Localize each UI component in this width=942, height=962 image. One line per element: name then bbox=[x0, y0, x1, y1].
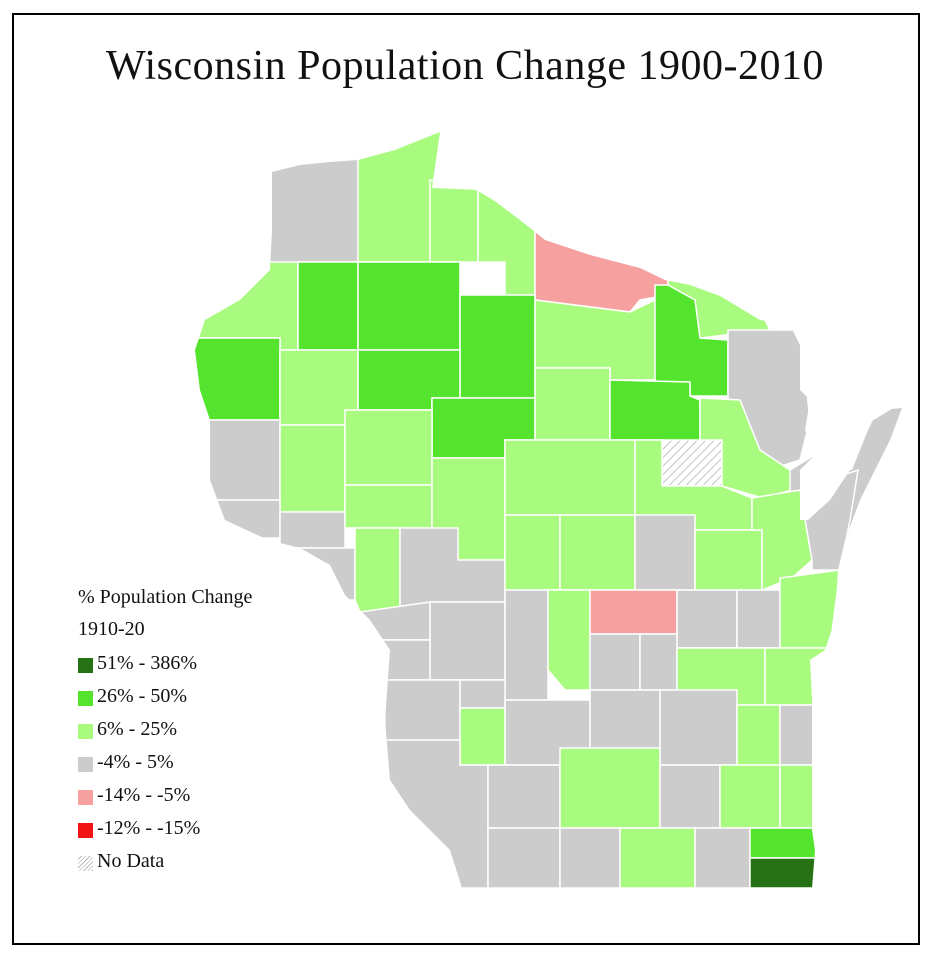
county-lafayette bbox=[487, 827, 561, 888]
county-dane bbox=[559, 747, 661, 829]
county-vernon bbox=[377, 639, 431, 681]
county-washburn bbox=[297, 261, 359, 351]
legend-label: -4% - 5% bbox=[97, 751, 174, 773]
legend-label: -14% - -5% bbox=[97, 784, 191, 806]
legend-label: 51% - 386% bbox=[97, 652, 197, 674]
county-vilas bbox=[534, 223, 669, 313]
green-bay-water bbox=[800, 440, 850, 520]
county-layer bbox=[195, 132, 902, 888]
legend-swatch bbox=[78, 790, 93, 805]
county-dodge bbox=[659, 689, 738, 766]
county-menominee bbox=[661, 439, 723, 487]
county-polk bbox=[195, 337, 281, 421]
county-chippewa bbox=[344, 409, 433, 486]
county-monroe bbox=[429, 601, 506, 681]
county-racine bbox=[749, 827, 821, 859]
legend-heading: % Population Change bbox=[78, 586, 253, 608]
county-washington bbox=[736, 704, 781, 766]
legend-swatch bbox=[78, 658, 93, 673]
legend-period: 1910-20 bbox=[78, 618, 145, 640]
county-sheboygan bbox=[764, 647, 831, 706]
legend-swatch bbox=[78, 757, 93, 772]
county-kenosha bbox=[749, 857, 821, 888]
legend-swatch bbox=[78, 691, 93, 706]
county-ozaukee bbox=[779, 704, 816, 766]
county-marquette bbox=[589, 633, 641, 691]
legend-item: No Data bbox=[78, 845, 252, 878]
legend-swatch-no-data bbox=[78, 856, 93, 871]
county-portage bbox=[559, 514, 636, 591]
county-pepin bbox=[279, 511, 346, 549]
county-lincoln bbox=[534, 367, 611, 441]
county-green bbox=[559, 827, 621, 888]
legend-label: -12% - -15% bbox=[97, 817, 201, 839]
legend-label-no-data: No Data bbox=[97, 850, 165, 872]
legend-item: -4% - 5% bbox=[78, 746, 252, 779]
legend-item: 6% - 25% bbox=[78, 713, 252, 746]
county-adams bbox=[547, 589, 591, 691]
county-price bbox=[459, 294, 536, 399]
county-sawyer bbox=[357, 261, 461, 351]
county-st-croix bbox=[195, 419, 281, 501]
county-milwaukee bbox=[779, 764, 816, 829]
county-outagamie bbox=[694, 529, 763, 591]
county-winnebago bbox=[676, 589, 738, 649]
county-burnett bbox=[195, 261, 299, 351]
county-buffalo bbox=[279, 547, 356, 601]
county-rock bbox=[619, 827, 696, 888]
county-eau-claire bbox=[344, 484, 433, 529]
legend-label: 6% - 25% bbox=[97, 718, 177, 740]
county-trempealeau bbox=[354, 527, 401, 613]
legend-item: -14% - -5% bbox=[78, 779, 252, 812]
legend-swatch bbox=[78, 823, 93, 838]
map-title: Wisconsin Population Change 1900-2010 bbox=[106, 43, 824, 89]
county-juneau bbox=[504, 589, 549, 701]
county-ashland bbox=[429, 179, 479, 263]
legend-swatch bbox=[78, 724, 93, 739]
county-iowa-north bbox=[459, 707, 506, 766]
county-manitowoc bbox=[779, 569, 841, 649]
legend: % Population Change 1910-20 51% - 386% 2… bbox=[78, 583, 252, 878]
county-walworth bbox=[694, 827, 751, 888]
county-douglas bbox=[259, 149, 359, 269]
county-richland bbox=[459, 679, 506, 709]
county-iron bbox=[477, 188, 536, 296]
county-dunn bbox=[279, 424, 346, 513]
county-calumet bbox=[736, 589, 781, 649]
legend-item: -12% - -15% bbox=[78, 812, 252, 845]
county-pierce bbox=[195, 499, 281, 539]
county-waupaca bbox=[634, 514, 696, 591]
county-jefferson bbox=[659, 764, 721, 829]
county-waushara bbox=[589, 589, 678, 635]
county-waukesha bbox=[719, 764, 781, 829]
county-crawford bbox=[384, 679, 461, 741]
legend-item: 51% - 386% bbox=[78, 647, 252, 680]
county-wood bbox=[504, 514, 561, 591]
county-iowa bbox=[487, 764, 561, 829]
legend-item: 26% - 50% bbox=[78, 680, 252, 713]
county-green-lake bbox=[639, 633, 678, 691]
legend-label: 26% - 50% bbox=[97, 685, 187, 707]
county-marathon bbox=[504, 439, 636, 516]
